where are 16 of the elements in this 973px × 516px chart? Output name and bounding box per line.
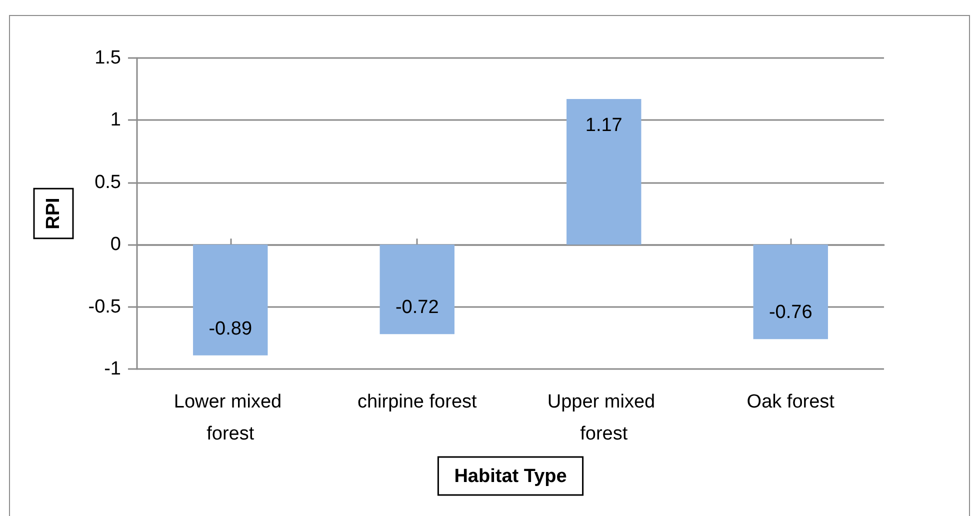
data-label: 1.17	[585, 115, 622, 136]
y-tick-label: -0.5	[88, 296, 121, 318]
y-tick-label: 0	[110, 234, 121, 256]
x-tick-label: Lower mixed forest	[174, 392, 287, 444]
x-tick-label: Oak forest	[746, 392, 836, 412]
x-axis-title: Habitat Type	[454, 466, 567, 487]
y-axis-title: RPI	[43, 198, 64, 230]
y-tick-label: -1	[104, 358, 121, 380]
y-tick-label: 1.5	[94, 48, 121, 68]
x-tick-label: chirpine forest	[357, 392, 478, 412]
data-label: -0.76	[768, 302, 812, 324]
y-tick-label: 1	[110, 110, 121, 131]
data-label: -0.89	[208, 318, 252, 340]
y-tick-label: 0.5	[94, 172, 121, 193]
x-tick-label: Upper mixed forest	[547, 392, 660, 444]
data-label: -0.72	[395, 297, 439, 318]
